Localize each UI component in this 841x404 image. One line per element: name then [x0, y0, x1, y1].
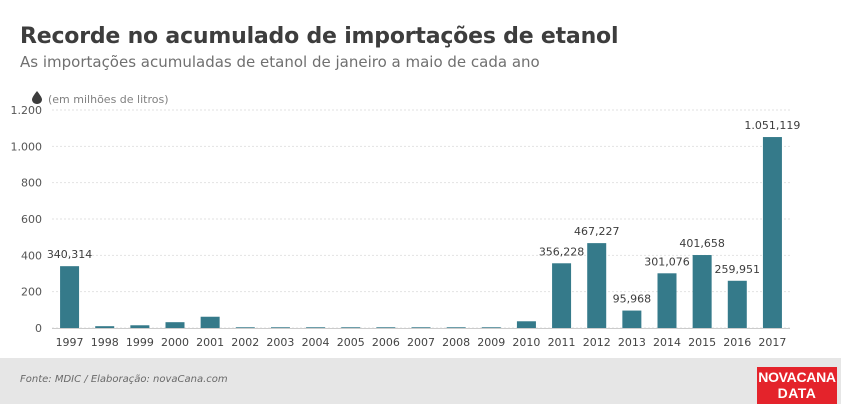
x-tick-label: 2005	[337, 336, 365, 349]
source-note: Fonte: MDIC / Elaboração: novaCana.com	[20, 374, 228, 385]
x-tick-label: 2017	[758, 336, 786, 349]
bar	[341, 327, 361, 328]
bar	[552, 263, 572, 328]
x-tick-label: 2015	[688, 336, 716, 349]
data-label: 467,227	[574, 225, 620, 238]
footer: Fonte: MDIC / Elaboração: novaCana.com N…	[0, 358, 841, 404]
bar	[657, 273, 677, 328]
bar	[692, 255, 712, 328]
bars	[60, 137, 782, 328]
y-tick-label: 0	[35, 322, 42, 335]
data-label: 1.051,119	[744, 119, 800, 132]
bar	[481, 327, 501, 328]
x-tick-label: 2001	[196, 336, 224, 349]
bar	[446, 327, 466, 328]
grid-lines	[52, 109, 790, 329]
x-tick-label: 2012	[583, 336, 611, 349]
x-tick-label: 2003	[266, 336, 294, 349]
data-label: 356,228	[539, 245, 585, 258]
bar-chart: 0 200 400 600 800 1.000 1.200 340,314 356,228 46…	[11, 104, 801, 349]
bar	[762, 137, 782, 328]
drop-icon	[32, 89, 42, 108]
y-axis: 0 200 400 600 800 1.000 1.200	[11, 104, 43, 335]
x-tick-label: 1997	[56, 336, 84, 349]
x-tick-label: 2016	[723, 336, 751, 349]
bar	[622, 310, 642, 328]
y-tick-label: 600	[21, 213, 42, 226]
bar	[306, 327, 326, 328]
x-tick-label: 2002	[231, 336, 259, 349]
x-tick-label: 1999	[126, 336, 154, 349]
y-tick-label: 200	[21, 286, 42, 299]
bar	[727, 280, 747, 328]
data-label: 95,968	[613, 293, 652, 306]
logo-line2: DATA	[777, 385, 817, 401]
bar	[376, 327, 396, 328]
bar	[411, 327, 431, 328]
x-tick-label: 2014	[653, 336, 681, 349]
x-tick-label: 2013	[618, 336, 646, 349]
bar	[130, 325, 150, 328]
bar	[516, 321, 536, 328]
x-tick-label: 2007	[407, 336, 435, 349]
bar	[95, 326, 115, 328]
bar	[60, 266, 80, 328]
x-axis: 1997 1998 1999 2000 2001 2002 2003 2004 2005 2006…	[52, 328, 790, 349]
chart-subtitle: As importações acumuladas de etanol de j…	[20, 53, 540, 71]
unit-label: (em milhões de litros)	[48, 93, 169, 106]
x-tick-label: 2010	[512, 336, 540, 349]
data-label: 401,658	[679, 237, 725, 250]
bar	[165, 322, 185, 328]
x-tick-label: 2008	[442, 336, 470, 349]
chart-title: Recorde no acumulado de importações de e…	[20, 24, 619, 49]
data-label: 301,076	[644, 255, 690, 268]
novacana-data-logo[interactable]: NOVACANA DATA	[757, 367, 837, 404]
bar	[200, 316, 220, 328]
logo-line1: NOVACANA	[758, 369, 836, 385]
bar	[235, 327, 255, 328]
x-tick-label: 2000	[161, 336, 189, 349]
bar	[270, 327, 290, 328]
x-tick-label: 2011	[548, 336, 576, 349]
y-tick-label: 400	[21, 249, 42, 262]
x-tick-label: 1998	[91, 336, 119, 349]
y-tick-label: 1.200	[11, 104, 43, 117]
x-tick-label: 2006	[372, 336, 400, 349]
x-tick-label: 2009	[477, 336, 505, 349]
data-label: 259,951	[715, 263, 761, 276]
bar	[587, 243, 607, 328]
x-tick-label: 2004	[302, 336, 330, 349]
data-label: 340,314	[47, 248, 93, 261]
y-tick-label: 1.000	[11, 140, 43, 153]
data-labels: 340,314 356,228 467,227 95,968 301,076 401,65…	[47, 119, 801, 306]
y-tick-label: 800	[21, 177, 42, 190]
